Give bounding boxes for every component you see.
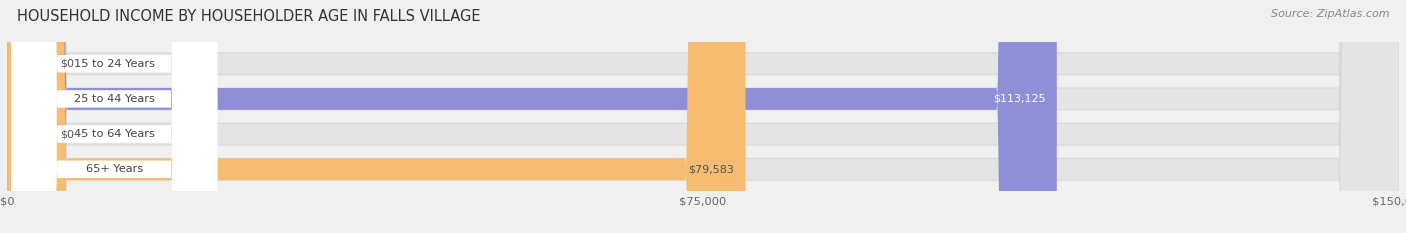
FancyBboxPatch shape (11, 0, 217, 233)
FancyBboxPatch shape (7, 0, 49, 233)
FancyBboxPatch shape (7, 0, 1057, 233)
Text: 65+ Years: 65+ Years (86, 164, 143, 174)
Text: 45 to 64 Years: 45 to 64 Years (73, 129, 155, 139)
FancyBboxPatch shape (7, 0, 1399, 233)
Text: $79,583: $79,583 (689, 164, 734, 174)
Text: 15 to 24 Years: 15 to 24 Years (73, 59, 155, 69)
FancyBboxPatch shape (7, 0, 1399, 233)
FancyBboxPatch shape (7, 0, 745, 233)
FancyBboxPatch shape (11, 0, 217, 233)
Text: $0: $0 (60, 59, 75, 69)
FancyBboxPatch shape (7, 0, 1399, 233)
Text: Source: ZipAtlas.com: Source: ZipAtlas.com (1271, 9, 1389, 19)
Text: 25 to 44 Years: 25 to 44 Years (73, 94, 155, 104)
Text: $113,125: $113,125 (993, 94, 1046, 104)
FancyBboxPatch shape (7, 0, 49, 233)
Text: HOUSEHOLD INCOME BY HOUSEHOLDER AGE IN FALLS VILLAGE: HOUSEHOLD INCOME BY HOUSEHOLDER AGE IN F… (17, 9, 481, 24)
FancyBboxPatch shape (11, 0, 217, 233)
Text: $0: $0 (60, 129, 75, 139)
FancyBboxPatch shape (11, 0, 217, 233)
FancyBboxPatch shape (7, 0, 1399, 233)
